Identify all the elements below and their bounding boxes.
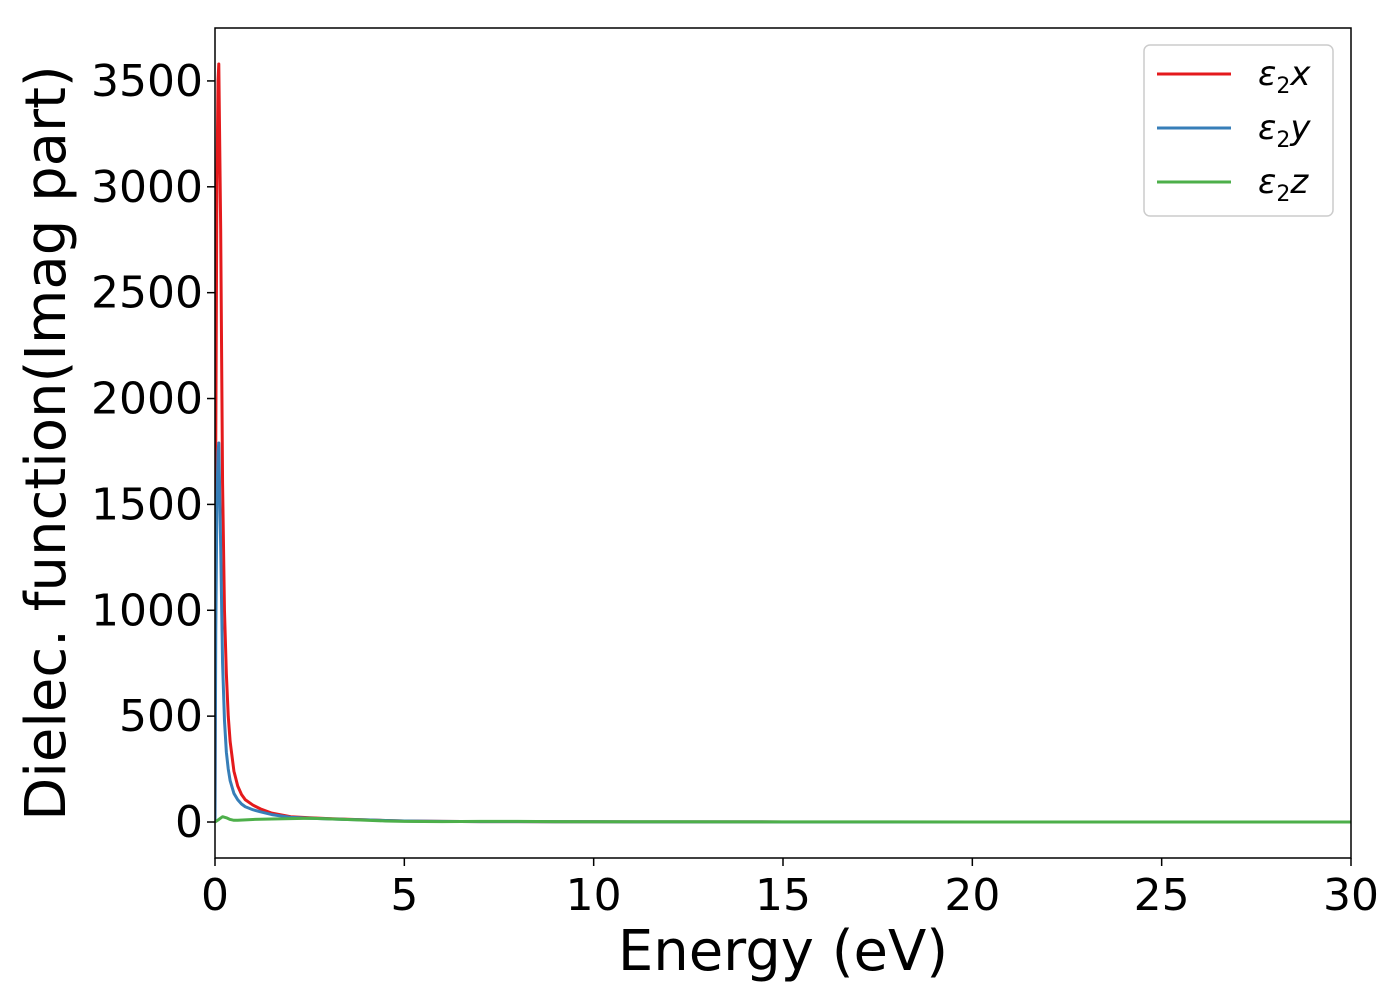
series-layer — [215, 62, 1351, 824]
legend-label-z: ε2z — [1258, 162, 1309, 207]
x-tick-label: 10 — [566, 870, 622, 921]
x-tick-label: 30 — [1323, 870, 1379, 921]
legend: ε2x ε2y ε2z — [1143, 44, 1334, 217]
legend-label-x: ε2x — [1258, 54, 1311, 99]
x-axis-label: Energy (eV) — [618, 919, 948, 984]
x-axis-ticks: 0 5 10 15 20 25 30 — [201, 858, 1379, 921]
y-tick-label: 3000 — [91, 162, 203, 213]
y-tick-label: 2000 — [91, 374, 203, 425]
y-tick-label: 0 — [175, 797, 203, 848]
y-tick-label: 3500 — [91, 56, 203, 107]
legend-label-y: ε2y — [1258, 108, 1311, 153]
x-tick-label: 20 — [944, 870, 1000, 921]
series-line-y — [215, 441, 1351, 824]
y-tick-label: 1500 — [91, 479, 203, 530]
x-tick-label: 25 — [1134, 870, 1190, 921]
y-tick-label: 1000 — [91, 585, 203, 636]
x-tick-label: 5 — [390, 870, 418, 921]
y-tick-label: 500 — [119, 691, 203, 742]
y-tick-label: 2500 — [91, 268, 203, 319]
x-tick-label: 0 — [201, 870, 229, 921]
x-tick-label: 15 — [755, 870, 811, 921]
y-axis-label: Dielec. function(Imag part) — [14, 65, 79, 821]
series-line-z — [215, 815, 1351, 824]
legend-box — [1143, 44, 1334, 217]
y-axis-ticks: 0 500 1000 1500 2000 2500 3000 3500 — [91, 56, 215, 848]
